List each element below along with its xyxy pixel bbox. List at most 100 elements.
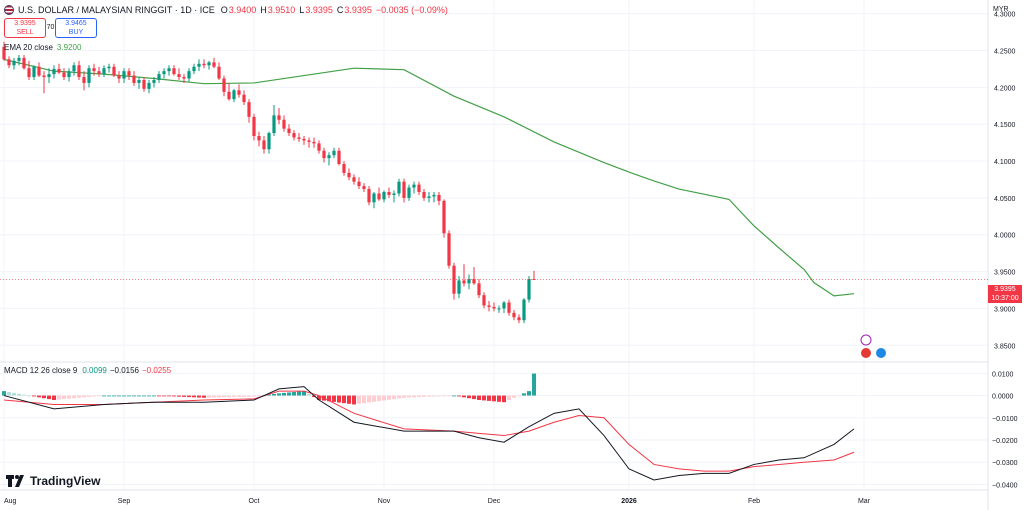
candle-body xyxy=(232,90,236,100)
macd-histogram-bar xyxy=(327,395,331,402)
macd-histogram-bar xyxy=(152,395,156,397)
macd-histogram-bar xyxy=(422,395,426,397)
spread-value: 70 xyxy=(46,24,55,31)
candle-body xyxy=(222,78,226,92)
macd-histogram-bar xyxy=(232,395,236,398)
candle-body xyxy=(167,68,171,72)
macd-histogram-bar xyxy=(137,395,141,397)
macd-tick-label: 0.0100 xyxy=(992,371,1014,378)
macd-histogram-bar xyxy=(472,395,476,400)
candle-body xyxy=(262,140,266,150)
candle-body xyxy=(292,133,296,138)
macd-histogram-bar xyxy=(247,395,251,397)
macd-legend[interactable]: MACD 12 26 close 9 0.0099 −0.0156 −0.0255 xyxy=(4,366,171,375)
candle-body xyxy=(332,150,336,156)
macd-histogram-bar xyxy=(502,395,506,403)
candle-body xyxy=(212,62,216,67)
candle-body xyxy=(287,128,291,134)
candle-body xyxy=(182,77,186,79)
candle-body xyxy=(202,63,206,66)
candle-body xyxy=(92,68,96,72)
candle-body xyxy=(197,63,201,67)
macd-histogram-bar xyxy=(362,395,366,404)
price-tick-label: 3.8500 xyxy=(994,343,1016,350)
macd-histogram-bar xyxy=(27,395,31,397)
candle-body xyxy=(152,80,156,83)
symbol-header[interactable]: U.S. DOLLAR / MALAYSIAN RINGGIT · 1D · I… xyxy=(4,3,452,17)
candle-body xyxy=(362,186,366,190)
candle-body xyxy=(147,82,151,89)
candle-body xyxy=(67,71,71,78)
macd-histogram-bar xyxy=(337,395,341,403)
macd-histogram-bar xyxy=(267,394,271,396)
time-tick-label: Sep xyxy=(118,498,131,505)
candle-body xyxy=(512,312,516,318)
macd-histogram-bar xyxy=(212,395,216,398)
candle-body xyxy=(487,305,491,307)
candle-body xyxy=(372,193,376,203)
candle-body xyxy=(407,187,411,198)
macd-histogram-bar xyxy=(432,395,436,397)
candle-body xyxy=(102,68,106,75)
macd-histogram-bar xyxy=(347,395,351,404)
candle-body xyxy=(252,116,256,136)
candle-body xyxy=(352,177,356,182)
candle-body xyxy=(432,194,436,197)
buy-label: BUY xyxy=(68,29,84,36)
macd-histogram-bar xyxy=(157,395,161,397)
candle-body xyxy=(77,65,81,78)
symbol-title[interactable]: U.S. DOLLAR / MALAYSIAN RINGGIT · 1D · I… xyxy=(18,5,215,15)
candle-body xyxy=(392,193,396,195)
buy-button[interactable]: 3.9465 BUY xyxy=(55,18,97,38)
buy-price: 3.9465 xyxy=(65,20,87,27)
candle-body xyxy=(12,60,16,66)
tradingview-logo[interactable]: TradingView xyxy=(6,474,100,488)
macd-histogram-bar xyxy=(77,395,81,398)
macd-histogram-bar xyxy=(217,395,221,398)
macd-histogram-bar xyxy=(427,395,431,397)
macd-histogram-bar xyxy=(32,395,36,397)
candle-body xyxy=(327,155,331,159)
macd-hist-value: 0.0099 xyxy=(82,366,107,375)
macd-histogram-bar xyxy=(237,395,241,397)
macd-histogram-bar xyxy=(172,395,176,397)
candle-body xyxy=(307,140,311,142)
last-price-tag: 3.9395 xyxy=(988,285,1022,294)
macd-line xyxy=(3,386,855,481)
candle-body xyxy=(447,233,451,266)
macd-histogram-bar xyxy=(122,395,126,397)
sell-button[interactable]: 3.9395 SELL xyxy=(4,18,46,38)
macd-histogram-bar xyxy=(92,395,96,397)
candle-body xyxy=(427,196,431,198)
candle-body xyxy=(382,192,386,200)
time-tick-label: Nov xyxy=(378,498,391,505)
candle-body xyxy=(387,192,391,195)
candle-body xyxy=(272,115,276,134)
macd-histogram-bar xyxy=(192,395,196,398)
macd-histogram-bar xyxy=(52,395,56,400)
macd-histogram-bar xyxy=(447,395,451,397)
candle-body xyxy=(452,265,456,294)
ema-polyline xyxy=(3,58,855,297)
candle-body xyxy=(137,80,141,83)
macd-histogram-bar xyxy=(302,391,306,396)
candle-body xyxy=(142,80,146,89)
macd-histogram-bar xyxy=(117,395,121,397)
candle-body xyxy=(107,66,111,69)
macd-histogram-bar xyxy=(12,392,16,396)
macd-signal-value: −0.0255 xyxy=(141,366,172,375)
candle-body xyxy=(177,74,181,78)
macd-histogram-bar xyxy=(202,395,206,398)
macd-histogram-bar xyxy=(282,392,286,396)
macd-histogram-bar xyxy=(112,395,116,397)
time-tick-label: Aug xyxy=(4,498,17,505)
candle-body xyxy=(122,71,126,79)
macd-histogram-bar xyxy=(2,391,6,396)
macd-value: −0.0156 xyxy=(109,366,139,375)
candle-body xyxy=(472,278,476,284)
macd-histogram-bar xyxy=(47,395,51,400)
candle-body xyxy=(322,150,326,159)
ema-legend[interactable]: EMA 20 close 3.9200 xyxy=(4,43,81,52)
